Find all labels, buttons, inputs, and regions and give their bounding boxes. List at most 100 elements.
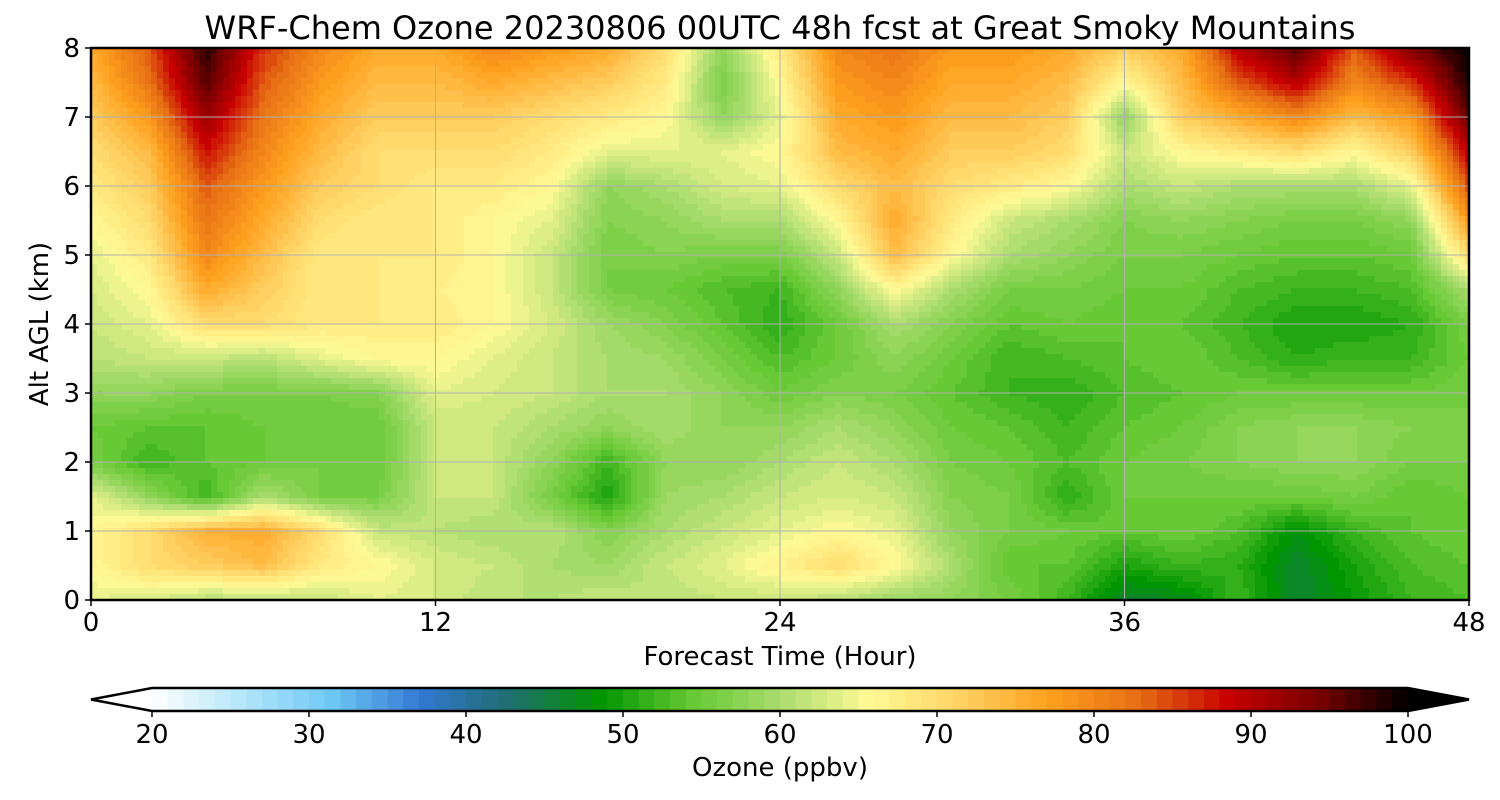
contour-cell bbox=[529, 72, 536, 79]
contour-cell bbox=[1123, 108, 1130, 115]
contour-cell bbox=[1213, 162, 1220, 169]
contour-cell bbox=[1093, 54, 1100, 61]
contour-cell bbox=[565, 84, 572, 91]
contour-cell bbox=[211, 90, 218, 97]
contour-cell bbox=[673, 102, 680, 109]
contour-cell bbox=[1213, 84, 1220, 91]
contour-cell bbox=[871, 102, 878, 109]
contour-cell bbox=[1111, 78, 1118, 85]
contour-cell bbox=[1285, 84, 1292, 91]
contour-cell bbox=[151, 102, 158, 109]
contour-cell bbox=[187, 78, 194, 85]
contour-cell bbox=[781, 108, 788, 115]
contour-cell bbox=[457, 96, 464, 103]
contour-cell bbox=[925, 174, 932, 181]
contour-cell bbox=[667, 120, 674, 127]
contour-cell bbox=[865, 162, 872, 169]
contour-cell bbox=[577, 156, 584, 163]
contour-cell bbox=[1123, 60, 1130, 67]
contour-cell bbox=[1063, 96, 1070, 103]
contour-cell bbox=[541, 120, 548, 127]
contour-cell bbox=[535, 144, 542, 151]
contour-cell bbox=[1315, 60, 1322, 67]
contour-cell bbox=[871, 144, 878, 151]
contour-cell bbox=[673, 96, 680, 103]
contour-cell bbox=[547, 138, 554, 145]
contour-cell bbox=[517, 174, 524, 181]
contour-cell bbox=[1045, 138, 1052, 145]
contour-cell bbox=[1105, 54, 1112, 61]
contour-cell bbox=[1063, 102, 1070, 109]
contour-cell bbox=[1399, 90, 1406, 97]
contour-cell bbox=[1159, 84, 1166, 91]
contour-cell bbox=[103, 60, 110, 67]
contour-cell bbox=[739, 90, 746, 97]
contour-cell bbox=[943, 126, 950, 133]
contour-cell bbox=[637, 108, 644, 115]
contour-cell bbox=[97, 174, 104, 181]
contour-cell bbox=[841, 174, 848, 181]
contour-cell bbox=[271, 78, 278, 85]
contour-cell bbox=[289, 144, 296, 151]
contour-cell bbox=[1279, 168, 1286, 175]
contour-cell bbox=[1285, 120, 1292, 127]
contour-cell bbox=[1417, 108, 1424, 115]
contour-cell bbox=[589, 150, 596, 157]
contour-cell bbox=[1237, 132, 1244, 139]
contour-cell bbox=[1261, 108, 1268, 115]
contour-cell bbox=[1417, 78, 1424, 85]
contour-cell bbox=[385, 156, 392, 163]
contour-cell bbox=[463, 132, 470, 139]
contour-cell bbox=[631, 150, 638, 157]
contour-cell bbox=[1207, 126, 1214, 133]
contour-cell bbox=[553, 138, 560, 145]
contour-cell bbox=[505, 132, 512, 139]
contour-cell bbox=[1051, 78, 1058, 85]
contour-cell bbox=[847, 54, 854, 61]
contour-cell bbox=[283, 66, 290, 73]
contour-cell bbox=[505, 72, 512, 79]
contour-cell bbox=[517, 138, 524, 145]
contour-cell bbox=[649, 108, 656, 115]
contour-cell bbox=[901, 150, 908, 157]
contour-cell bbox=[967, 174, 974, 181]
contour-cell bbox=[157, 174, 164, 181]
contour-cell bbox=[1423, 60, 1430, 67]
contour-cell bbox=[637, 90, 644, 97]
contour-cell bbox=[1225, 72, 1232, 79]
contour-cell bbox=[547, 78, 554, 85]
contour-cell bbox=[1231, 102, 1238, 109]
contour-cell bbox=[1285, 150, 1292, 157]
contour-cell bbox=[1027, 156, 1034, 163]
contour-cell bbox=[1249, 138, 1256, 145]
contour-cell bbox=[445, 72, 452, 79]
contour-cell bbox=[1405, 102, 1412, 109]
contour-cell bbox=[1303, 168, 1310, 175]
contour-cell bbox=[631, 102, 638, 109]
contour-cell bbox=[1201, 156, 1208, 163]
contour-cell bbox=[685, 168, 692, 175]
contour-cell bbox=[865, 72, 872, 79]
contour-cell bbox=[739, 144, 746, 151]
contour-cell bbox=[175, 108, 182, 115]
contour-cell bbox=[769, 168, 776, 175]
contour-cell bbox=[427, 144, 434, 151]
contour-cell bbox=[337, 96, 344, 103]
contour-cell bbox=[133, 72, 140, 79]
contour-cell bbox=[325, 156, 332, 163]
contour-cell bbox=[121, 60, 128, 67]
contour-cell bbox=[769, 120, 776, 127]
contour-cell bbox=[1243, 150, 1250, 157]
contour-cell bbox=[175, 90, 182, 97]
contour-cell bbox=[409, 102, 416, 109]
contour-cell bbox=[673, 66, 680, 73]
contour-cell bbox=[469, 162, 476, 169]
contour-cell bbox=[1321, 108, 1328, 115]
contour-cell bbox=[1291, 138, 1298, 145]
contour-cell bbox=[391, 60, 398, 67]
contour-cell bbox=[163, 162, 170, 169]
contour-cell bbox=[997, 102, 1004, 109]
contour-cell bbox=[1039, 156, 1046, 163]
contour-cell bbox=[187, 168, 194, 175]
contour-cell bbox=[481, 126, 488, 133]
